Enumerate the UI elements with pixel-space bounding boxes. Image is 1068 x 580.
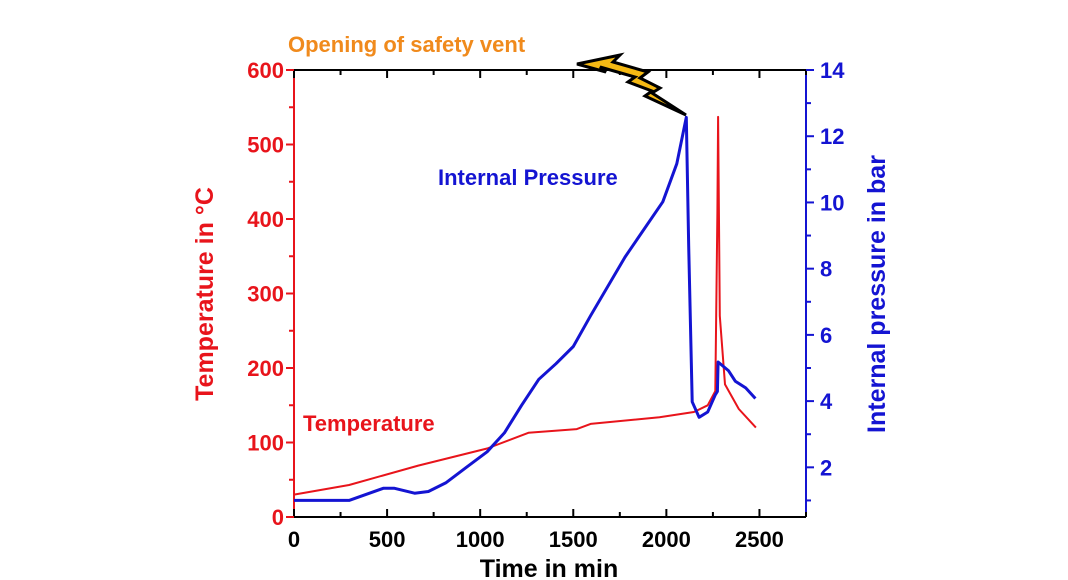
series-line-temperature [293,115,757,496]
y-left-tick-label: 200 [247,356,284,381]
y-left-tick-label: 400 [247,207,284,232]
y-right-tick-label: 6 [820,323,832,348]
y-axis-title-right: Internal pressure in bar [863,155,891,433]
y-left-tick-label: 600 [247,58,284,83]
y-right-tick-label: 12 [820,124,844,149]
y-left-tick-label: 100 [247,431,284,456]
lightning-bolt-icon [576,52,687,117]
y-right-tick-label: 2 [820,455,832,480]
x-tick-label: 1000 [456,527,505,552]
legend-label-temperature: Temperature [303,411,435,436]
series-line-internal-pressure [294,115,757,502]
x-tick-label: 1500 [549,527,598,552]
y-left-tick-label: 0 [272,505,284,530]
y-left-tick-label: 300 [247,282,284,307]
x-axis-title: Time in min [480,555,618,580]
legend-label-pressure: Internal Pressure [438,165,618,190]
y-axis-title-left: Temperature in °C [191,187,219,401]
y-right-tick-label: 8 [820,257,832,282]
vent-annotation: Opening of safety vent [288,32,526,57]
x-tick-label: 0 [288,527,300,552]
x-tick-label: 2500 [735,527,784,552]
y-right-tick-label: 10 [820,190,844,215]
y-left-tick-label: 500 [247,133,284,158]
series-group [293,115,757,502]
y-right-tick-label: 14 [820,58,845,83]
y-right-tick-label: 4 [820,389,833,414]
x-tick-label: 2000 [642,527,691,552]
axes: 0 500 1000 1500 2000 2500 0 100 200 300 400 500 600 2… [247,58,845,552]
x-tick-label: 500 [369,527,406,552]
